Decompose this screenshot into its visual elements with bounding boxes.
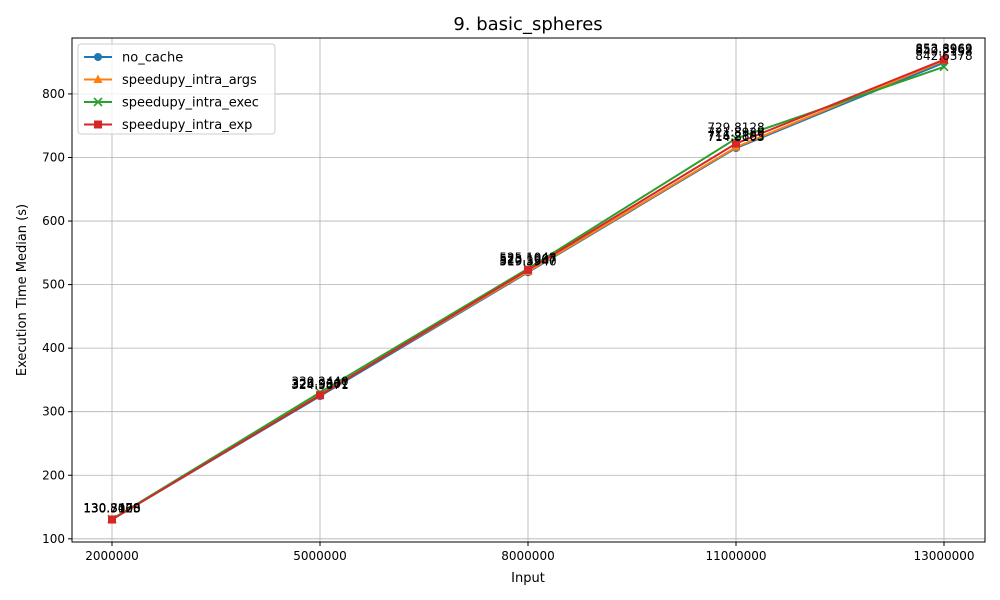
- data-label-no_cache: 714.8103: [707, 130, 764, 144]
- data-label-no_cache: 519.3940: [499, 254, 556, 268]
- grid: [72, 38, 985, 542]
- data-label-speedupy_intra_exec: 842.6378: [915, 49, 972, 63]
- y-tick-label: 400: [42, 341, 65, 355]
- data-label-speedupy_intra_exec: 729.8128: [707, 121, 764, 135]
- data-label-no_cache: 849.2158: [915, 45, 972, 59]
- chart-title: 9. basic_spheres: [453, 14, 602, 35]
- legend-swatch-marker: [93, 74, 103, 83]
- y-tick-label: 600: [42, 214, 65, 228]
- data-label-speedupy_intra_exp: 325.9601: [291, 377, 348, 391]
- data-label-speedupy_intra_args: 520.5547: [499, 254, 556, 268]
- y-tick-label: 800: [42, 87, 65, 101]
- x-marker-stroke: [939, 62, 949, 72]
- legend-entry-label: speedupy_intra_exp: [122, 118, 252, 133]
- y-tick-label: 700: [42, 150, 65, 164]
- data-point-speedupy_intra_exec: [939, 62, 949, 72]
- data-label-speedupy_intra_args: 130.7108: [83, 501, 140, 515]
- data-label-speedupy_intra_args: 852.3962: [915, 43, 972, 57]
- y-tick-label: 200: [42, 468, 65, 482]
- legend-entry-label: speedupy_intra_exec: [122, 96, 259, 111]
- data-point-speedupy_intra_exp: [524, 265, 532, 274]
- legend-swatch-marker: [93, 97, 103, 107]
- axis-ticks: 2000000 5000000 8000000 11000000 13000000 100…: [42, 87, 974, 563]
- data-point-speedupy_intra_exp: [940, 55, 948, 64]
- data-label-speedupy_intra_args: 326.9367: [291, 377, 348, 391]
- y-axis-label: Execution Time Median (s): [15, 204, 30, 376]
- data-label-speedupy_intra_exp: 523.1907: [499, 252, 556, 266]
- data-point-speedupy_intra_exp: [108, 515, 116, 524]
- x-marker-stroke: [93, 97, 103, 107]
- data-labels: 130.5123 324.5871 519.3940 714.8103 849.2158…: [83, 42, 972, 516]
- data-label-speedupy_intra_args: 716.2885: [707, 129, 764, 143]
- x-tick-label: 2000000: [85, 549, 138, 563]
- data-label-speedupy_intra_exec: 130.8478: [83, 501, 140, 515]
- x-tick-label: 11000000: [705, 549, 766, 563]
- data-point-speedupy_intra_exp: [316, 391, 324, 400]
- legend-entry-label: no_cache: [122, 51, 183, 66]
- legend-swatch-marker: [94, 53, 102, 61]
- data-label-no_cache: 324.5871: [291, 378, 348, 392]
- series-lines: [107, 55, 949, 524]
- y-tick-label: 300: [42, 405, 65, 419]
- data-label-speedupy_intra_exp: 853.8969: [915, 42, 972, 56]
- x-tick-label: 5000000: [293, 549, 346, 563]
- data-label-speedupy_intra_exec: 330.2440: [291, 374, 348, 388]
- x-tick-label: 13000000: [913, 549, 974, 563]
- x-axis-label: Input: [511, 571, 545, 586]
- y-tick-label: 500: [42, 278, 65, 292]
- data-label-no_cache: 130.5123: [83, 501, 140, 515]
- data-point-speedupy_intra_exp: [732, 139, 740, 148]
- legend-swatch-marker: [94, 120, 102, 129]
- x-tick-label: 8000000: [501, 549, 554, 563]
- y-tick-label: 100: [42, 532, 65, 546]
- data-label-speedupy_intra_exec: 525.1043: [499, 251, 556, 265]
- legend: no_cache speedupy_intra_args speedupy_intr…: [77, 43, 276, 135]
- data-label-speedupy_intra_exp: 130.3060: [83, 502, 140, 516]
- data-label-speedupy_intra_exp: 721.8920: [707, 126, 764, 140]
- legend-entry-label: speedupy_intra_args: [122, 73, 257, 88]
- legend-box: [77, 43, 276, 135]
